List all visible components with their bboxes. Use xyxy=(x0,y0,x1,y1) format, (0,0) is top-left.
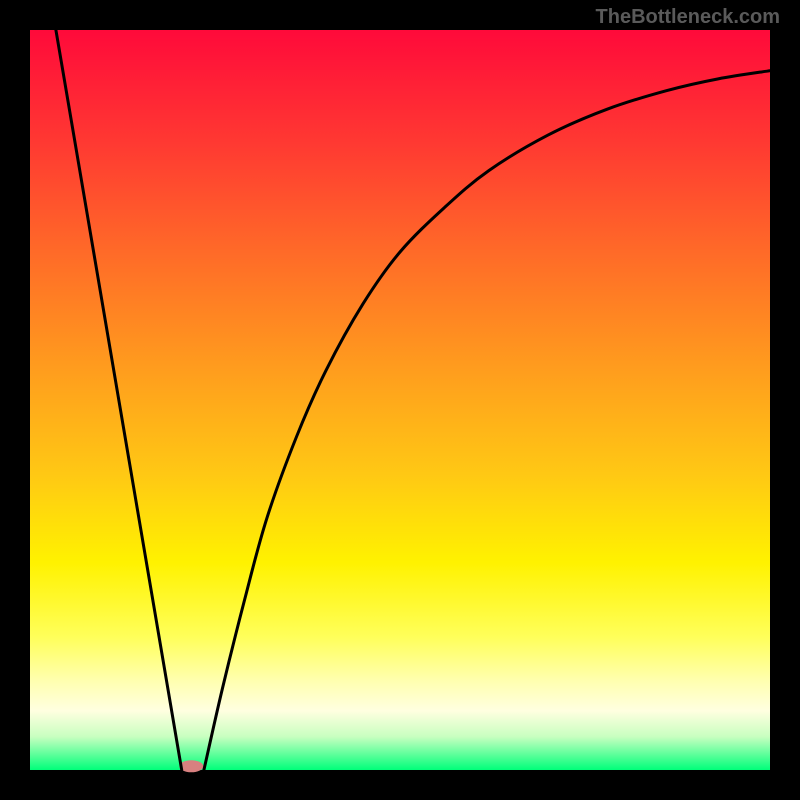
watermark: TheBottleneck.com xyxy=(596,6,780,29)
bottleneck-chart: TheBottleneck.com xyxy=(0,0,800,800)
chart-svg xyxy=(0,0,800,800)
plot-background xyxy=(30,30,770,770)
